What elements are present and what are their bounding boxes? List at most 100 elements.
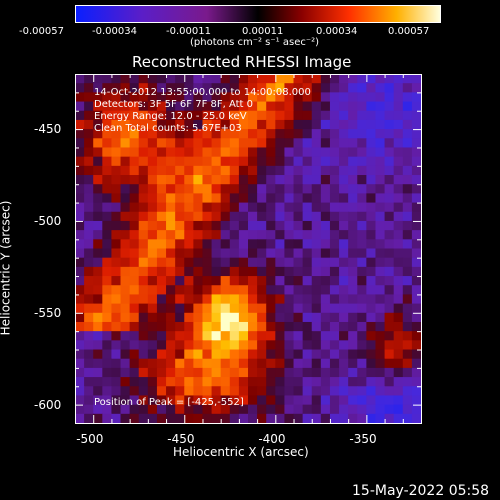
heatmap-cell — [384, 175, 395, 185]
heatmap-cell — [93, 248, 103, 259]
heatmap-cell — [348, 202, 358, 213]
heatmap-cell — [211, 257, 222, 268]
heatmap-cell — [411, 101, 421, 112]
heatmap-cell — [229, 386, 240, 396]
heatmap-cell — [393, 211, 404, 222]
heatmap-cell — [339, 101, 349, 112]
heatmap-cell — [75, 312, 85, 323]
heatmap-cell — [75, 230, 85, 240]
heatmap-cell — [202, 230, 213, 240]
heatmap-cell — [138, 147, 149, 158]
heatmap-cell — [348, 285, 358, 295]
heatmap-cell — [175, 285, 185, 295]
heatmap-cell — [357, 211, 367, 222]
heatmap-cell — [329, 395, 340, 406]
heatmap-cell — [411, 119, 421, 130]
heatmap-cell — [156, 184, 167, 194]
heatmap-cell — [257, 193, 267, 204]
heatmap-cell — [120, 230, 131, 240]
heatmap-cell — [202, 340, 213, 351]
heatmap-cell — [357, 156, 367, 167]
heatmap-cell — [248, 331, 258, 341]
heatmap-cell — [202, 266, 213, 277]
heatmap-cell — [193, 257, 203, 268]
heatmap-cell — [257, 156, 267, 167]
heatmap-cell — [266, 110, 276, 121]
heatmap-cell — [293, 404, 304, 415]
heatmap-cell — [275, 147, 285, 158]
heatmap-cell — [166, 156, 176, 167]
heatmap-cell — [84, 413, 94, 423]
heatmap-cell — [147, 285, 158, 295]
heatmap-cell — [329, 386, 340, 396]
heatmap-cell — [311, 147, 322, 158]
heatmap-cell — [229, 358, 240, 369]
heatmap-cell — [75, 110, 85, 121]
heatmap-cell — [138, 165, 149, 176]
heatmap-cell — [84, 165, 94, 176]
heatmap-cell — [348, 175, 358, 185]
heatmap-cell — [138, 276, 149, 286]
heatmap-cell — [275, 175, 285, 185]
heatmap-cell — [111, 331, 122, 341]
heatmap-cell — [302, 358, 313, 369]
heatmap-cell — [193, 184, 203, 194]
heatmap-cell — [357, 303, 367, 314]
heatmap-cell — [184, 83, 194, 93]
heatmap-cell — [320, 220, 331, 231]
heatmap-cell — [402, 276, 413, 286]
heatmap-cell — [102, 276, 112, 286]
heatmap-cell — [102, 303, 112, 314]
heatmap-cell — [120, 248, 131, 259]
heatmap-cell — [284, 358, 295, 369]
heatmap-cell — [375, 248, 386, 259]
heatmap-cell — [266, 285, 276, 295]
heatmap-cell — [275, 294, 285, 305]
heatmap-cell — [293, 303, 304, 314]
heatmap-cell — [84, 202, 94, 213]
heatmap-cell — [111, 129, 122, 139]
heatmap-cell — [184, 404, 194, 415]
heatmap-cell — [184, 395, 194, 406]
heatmap-cell — [129, 312, 140, 323]
heatmap-cell — [311, 340, 322, 351]
heatmap-cell — [211, 395, 222, 406]
heatmap-cell — [220, 129, 231, 139]
heatmap-cell — [229, 303, 240, 314]
heatmap-cell — [156, 294, 167, 305]
heatmap-cell — [147, 413, 158, 423]
plot-axes — [75, 74, 422, 424]
heatmap-cell — [384, 101, 395, 112]
heatmap-cell — [175, 413, 185, 423]
heatmap-cell — [284, 193, 295, 204]
heatmap-cell — [302, 184, 313, 194]
heatmap-cell — [329, 303, 340, 314]
heatmap-cell — [211, 367, 222, 378]
heatmap-cell — [138, 294, 149, 305]
heatmap-cell — [411, 184, 421, 194]
heatmap-cell — [302, 248, 313, 259]
heatmap-cell — [238, 386, 249, 396]
heatmap-cell — [102, 156, 112, 167]
heatmap-cell — [220, 110, 231, 121]
heatmap-cell — [129, 294, 140, 305]
heatmap-cell — [248, 257, 258, 268]
heatmap-cell — [175, 358, 185, 369]
heatmap-cell — [147, 303, 158, 314]
heatmap-cell — [166, 193, 176, 204]
heatmap-cell — [339, 404, 349, 415]
heatmap-cell — [202, 83, 213, 93]
heatmap-cell — [411, 386, 421, 396]
x-axis-label: Heliocentric X (arcsec) — [173, 445, 309, 459]
heatmap-cell — [293, 285, 304, 295]
heatmap-cell — [147, 165, 158, 176]
heatmap-cell — [238, 220, 249, 231]
heatmap-cell — [184, 349, 194, 360]
heatmap-cell — [175, 276, 185, 286]
heatmap-cell — [311, 377, 322, 387]
heatmap-cell — [293, 239, 304, 249]
heatmap-cell — [266, 202, 276, 213]
heatmap-cell — [238, 367, 249, 378]
heatmap-cell — [248, 340, 258, 351]
heatmap-cell — [120, 202, 131, 213]
